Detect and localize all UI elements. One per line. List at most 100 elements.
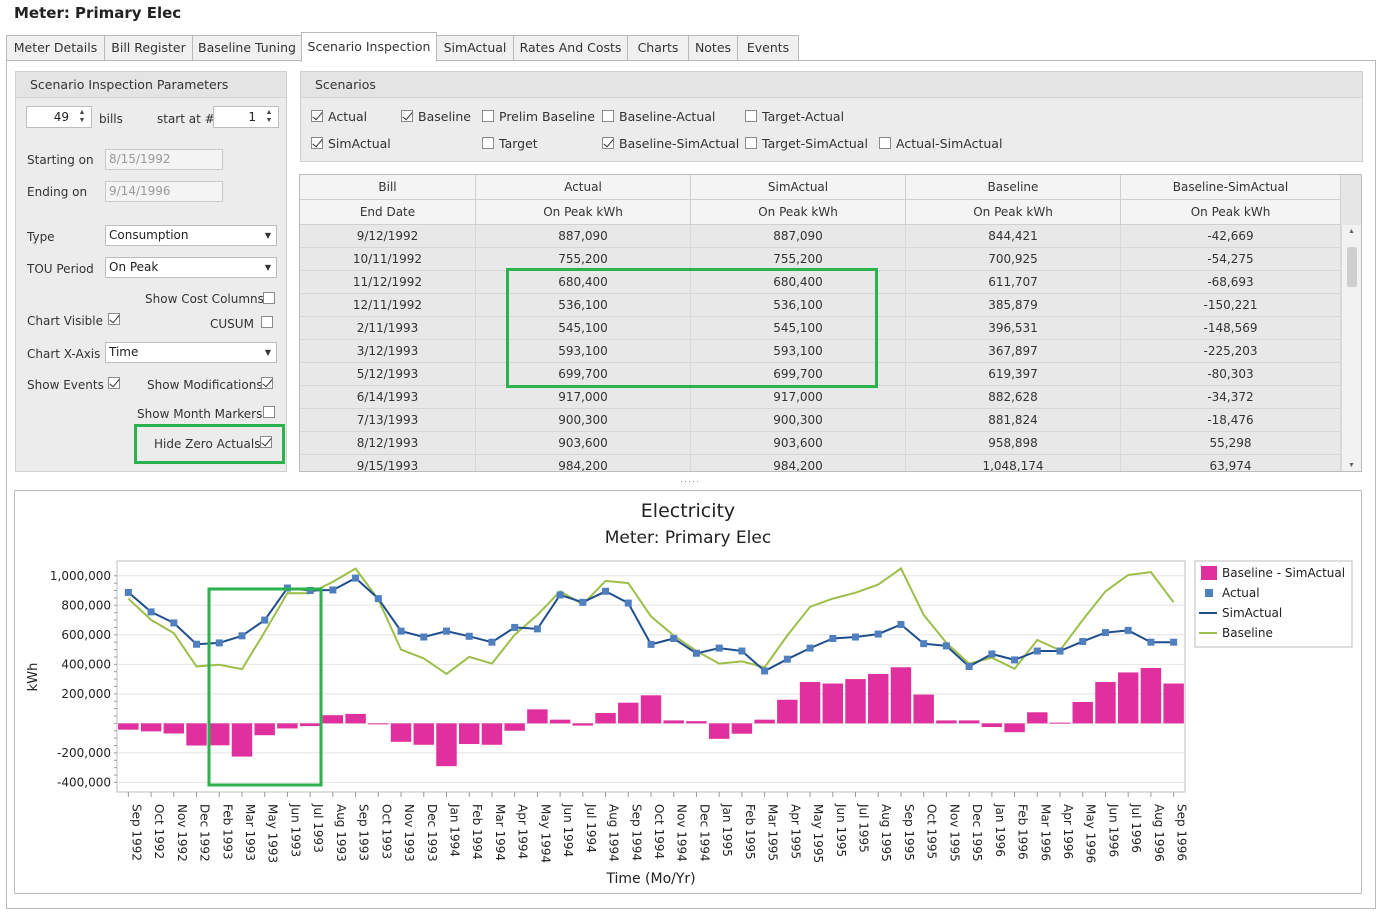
grid-cell[interactable]: -68,693 (1121, 271, 1341, 293)
table-row[interactable]: 10/11/1992 755,200 755,200 700,925 -54,275 (300, 248, 1341, 271)
hide-zero-actuals-checkbox[interactable] (260, 436, 272, 448)
grid-cell[interactable]: Baseline (906, 175, 1121, 199)
scenario-checkbox[interactable] (745, 137, 757, 149)
grid-cell[interactable]: 63,974 (1121, 455, 1341, 471)
spinner-arrows-icon[interactable]: ▲ ▼ (265, 109, 273, 124)
grid-cell[interactable]: 545,100 (691, 317, 906, 339)
chevron-down-icon[interactable]: ▼ (264, 263, 271, 272)
grid-cell[interactable]: 984,200 (476, 455, 691, 471)
grid-cell[interactable]: 12/11/1992 (300, 294, 476, 316)
scrollbar-thumb[interactable] (1347, 247, 1357, 287)
grid-cell[interactable]: Baseline-SimActual (1121, 175, 1341, 199)
scenario-checkbox[interactable] (879, 137, 891, 149)
starting-on-field[interactable]: 8/15/1992 (105, 149, 223, 170)
cusum-checkbox[interactable] (261, 316, 273, 328)
table-row[interactable]: 8/12/1993 903,600 903,600 958,898 55,298 (300, 432, 1341, 455)
table-row[interactable]: 6/14/1993 917,000 917,000 882,628 -34,372 (300, 386, 1341, 409)
chevron-down-icon[interactable]: ▼ (264, 348, 271, 357)
table-row[interactable]: 5/12/1993 699,700 699,700 619,397 -80,303 (300, 363, 1341, 386)
scenario-checkbox[interactable] (482, 110, 494, 122)
grid-cell[interactable]: -80,303 (1121, 363, 1341, 385)
grid-cell[interactable]: 9/15/1993 (300, 455, 476, 471)
grid-cell[interactable]: 7/13/1993 (300, 409, 476, 431)
bills-spinner[interactable]: 49 ▲ ▼ (26, 106, 92, 128)
grid-cell[interactable]: 619,397 (906, 363, 1121, 385)
type-select[interactable]: Consumption ▼ (105, 225, 277, 246)
grid-cell[interactable]: 958,898 (906, 432, 1121, 454)
grid-cell[interactable]: 881,824 (906, 409, 1121, 431)
grid-cell[interactable]: 755,200 (691, 248, 906, 270)
grid-cell[interactable]: 8/12/1993 (300, 432, 476, 454)
table-row[interactable]: 11/12/1992 680,400 680,400 611,707 -68,693 (300, 271, 1341, 294)
grid-cell[interactable]: 5/12/1993 (300, 363, 476, 385)
tab-rates-and-costs[interactable]: Rates And Costs (513, 35, 628, 61)
grid-cell[interactable]: -34,372 (1121, 386, 1341, 408)
grid-cell[interactable]: 680,400 (691, 271, 906, 293)
table-row[interactable]: 7/13/1993 900,300 900,300 881,824 -18,476 (300, 409, 1341, 432)
tab-baseline-tuning[interactable]: Baseline Tuning (192, 35, 302, 61)
grid-cell[interactable]: On Peak kWh (1121, 200, 1341, 224)
table-row[interactable]: 9/12/1992 887,090 887,090 844,421 -42,669 (300, 225, 1341, 248)
start-at-spinner[interactable]: 1 ▲ ▼ (213, 106, 279, 128)
grid-cell[interactable]: 10/11/1992 (300, 248, 476, 270)
grid-cell[interactable]: -150,221 (1121, 294, 1341, 316)
scenario-checkbox[interactable] (482, 137, 494, 149)
grid-cell[interactable]: -54,275 (1121, 248, 1341, 270)
grid-cell[interactable]: 844,421 (906, 225, 1121, 247)
grid-cell[interactable]: SimActual (691, 175, 906, 199)
scenario-checkbox[interactable] (602, 137, 614, 149)
grid-cell[interactable]: 887,090 (691, 225, 906, 247)
tab-charts[interactable]: Charts (627, 35, 689, 61)
grid-cell[interactable]: 903,600 (476, 432, 691, 454)
grid-cell[interactable]: 699,700 (476, 363, 691, 385)
chart-xaxis-select[interactable]: Time ▼ (105, 342, 277, 363)
show-events-checkbox[interactable] (108, 377, 120, 389)
grid-cell[interactable]: 882,628 (906, 386, 1121, 408)
grid-cell[interactable]: 545,100 (476, 317, 691, 339)
grid-cell[interactable]: 680,400 (476, 271, 691, 293)
scenario-checkbox[interactable] (311, 137, 323, 149)
grid-cell[interactable]: 755,200 (476, 248, 691, 270)
spinner-arrows-icon[interactable]: ▲ ▼ (78, 109, 86, 124)
tab-bill-register[interactable]: Bill Register (104, 35, 193, 61)
tab-scenario-inspection[interactable]: Scenario Inspection (301, 32, 437, 62)
grid-cell[interactable]: 385,879 (906, 294, 1121, 316)
scroll-up-icon[interactable]: ▲ (1348, 228, 1355, 235)
grid-cell[interactable]: 900,300 (691, 409, 906, 431)
grid-cell[interactable]: 396,531 (906, 317, 1121, 339)
grid-cell[interactable]: -18,476 (1121, 409, 1341, 431)
grid-cell[interactable]: 2/11/1993 (300, 317, 476, 339)
grid-cell[interactable]: Bill (300, 175, 476, 199)
grid-cell[interactable]: 536,100 (691, 294, 906, 316)
vertical-scrollbar[interactable]: ▲ ▼ (1341, 225, 1361, 471)
table-row[interactable]: 9/15/1993 984,200 984,200 1,048,174 63,974 (300, 455, 1341, 471)
scenario-checkbox[interactable] (602, 110, 614, 122)
grid-cell[interactable]: 917,000 (476, 386, 691, 408)
grid-cell[interactable]: On Peak kWh (691, 200, 906, 224)
tab-notes[interactable]: Notes (688, 35, 738, 61)
grid-cell[interactable]: 55,298 (1121, 432, 1341, 454)
show-month-markers-checkbox[interactable] (263, 406, 275, 418)
grid-cell[interactable]: Actual (476, 175, 691, 199)
tab-events[interactable]: Events (737, 35, 799, 61)
grid-cell[interactable]: 593,100 (691, 340, 906, 362)
grid-cell[interactable]: -148,569 (1121, 317, 1341, 339)
grid-cell[interactable]: On Peak kWh (476, 200, 691, 224)
grid-cell[interactable]: 699,700 (691, 363, 906, 385)
tab-simactual[interactable]: SimActual (436, 35, 514, 61)
tou-select[interactable]: On Peak ▼ (105, 257, 277, 278)
grid-cell[interactable]: 984,200 (691, 455, 906, 471)
grid-cell[interactable]: 3/12/1993 (300, 340, 476, 362)
show-cost-columns-checkbox[interactable] (263, 292, 275, 304)
grid-cell[interactable]: -225,203 (1121, 340, 1341, 362)
scroll-down-icon[interactable]: ▼ (1348, 462, 1355, 469)
grid-cell[interactable]: 887,090 (476, 225, 691, 247)
grid-cell[interactable]: 700,925 (906, 248, 1121, 270)
grid-cell[interactable]: 1,048,174 (906, 455, 1121, 471)
grid-cell[interactable]: 917,000 (691, 386, 906, 408)
table-row[interactable]: 3/12/1993 593,100 593,100 367,897 -225,203 (300, 340, 1341, 363)
chevron-down-icon[interactable]: ▼ (264, 231, 271, 240)
grid-cell[interactable]: 9/12/1992 (300, 225, 476, 247)
grid-cell[interactable]: 11/12/1992 (300, 271, 476, 293)
table-row[interactable]: 2/11/1993 545,100 545,100 396,531 -148,569 (300, 317, 1341, 340)
